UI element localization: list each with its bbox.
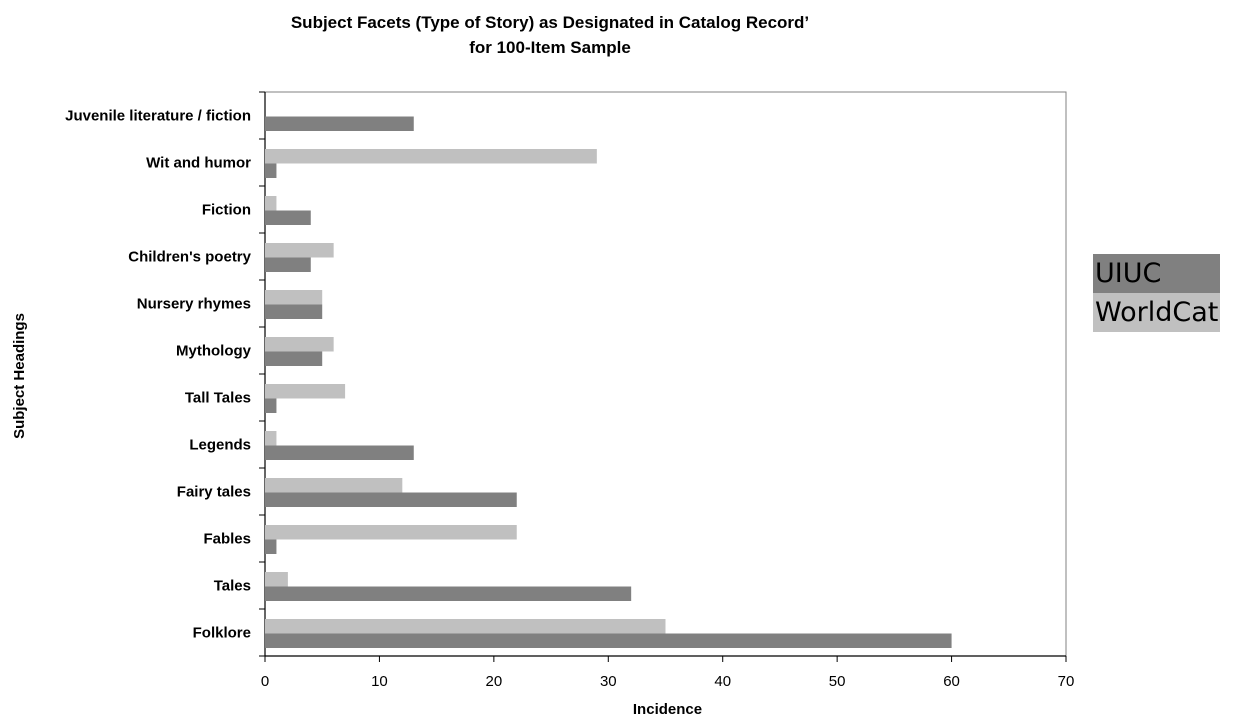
bar-worldcat-legends: [265, 431, 277, 446]
x-tick-label: 20: [486, 673, 503, 690]
bar-uiuc-wit-and-humor: [265, 163, 277, 178]
bar-uiuc-fables: [265, 539, 277, 554]
bar-worldcat-fiction: [265, 196, 277, 211]
legend: UIUC WorldCat: [1093, 254, 1221, 332]
category-label: Fairy tales: [177, 484, 251, 501]
y-axis-title: Subject Headings: [11, 313, 28, 439]
category-label: Nursery rhymes: [137, 296, 251, 313]
x-tick-label: 70: [1058, 673, 1075, 690]
category-label: Folklore: [193, 625, 251, 642]
x-axis-title: Incidence: [633, 701, 702, 717]
bar-uiuc-fairy-tales: [265, 492, 517, 507]
bar-uiuc-juvenile-literature-fiction: [265, 116, 414, 131]
bar-uiuc-nursery-rhymes: [265, 304, 323, 319]
category-label: Mythology: [176, 343, 252, 360]
category-label: Fiction: [202, 202, 251, 219]
bar-uiuc-mythology: [265, 351, 323, 366]
bar-worldcat-tall-tales: [265, 384, 346, 399]
bar-worldcat-nursery-rhymes: [265, 290, 323, 305]
chart-title-line-1: Subject Facets (Type of Story) as Design…: [290, 13, 810, 32]
plot-area: [264, 91, 1067, 657]
bar-uiuc-legends: [265, 445, 414, 460]
category-label: Legends: [189, 437, 251, 454]
bar-uiuc-fiction: [265, 210, 311, 225]
category-label: Tall Tales: [185, 390, 251, 407]
category-label: Fables: [203, 531, 251, 548]
x-tick-label: 40: [714, 673, 731, 690]
x-tick-label: 10: [371, 673, 388, 690]
bar-worldcat-fables: [265, 525, 517, 540]
legend-item-worldcat: WorldCat: [1093, 293, 1221, 332]
x-tick-label: 60: [943, 673, 960, 690]
x-tick-label: 30: [600, 673, 617, 690]
category-label: Children's poetry: [128, 249, 251, 266]
category-label: Tales: [214, 578, 251, 595]
bar-uiuc-tales: [265, 586, 632, 601]
category-label: Juvenile literature / fiction: [65, 108, 251, 125]
bar-worldcat-wit-and-humor: [265, 149, 597, 164]
bar-worldcat-tales: [265, 572, 288, 587]
category-label: Wit and humor: [146, 155, 251, 172]
bar-worldcat-fairy-tales: [265, 478, 403, 493]
chart-title-line-2: for 100-Item Sample: [469, 38, 631, 57]
chart-title: Subject Facets (Type of Story) as Design…: [150, 10, 950, 60]
bar-uiuc-folklore: [265, 633, 952, 648]
bar-uiuc-tall-tales: [265, 398, 277, 413]
bar-worldcat-folklore: [265, 619, 666, 634]
legend-item-uiuc: UIUC: [1093, 254, 1221, 293]
x-tick-label: 50: [829, 673, 846, 690]
bar-worldcat-children-s-poetry: [265, 243, 334, 258]
x-tick-label: 0: [261, 673, 269, 690]
bar-worldcat-mythology: [265, 337, 334, 352]
bar-uiuc-children-s-poetry: [265, 257, 311, 272]
